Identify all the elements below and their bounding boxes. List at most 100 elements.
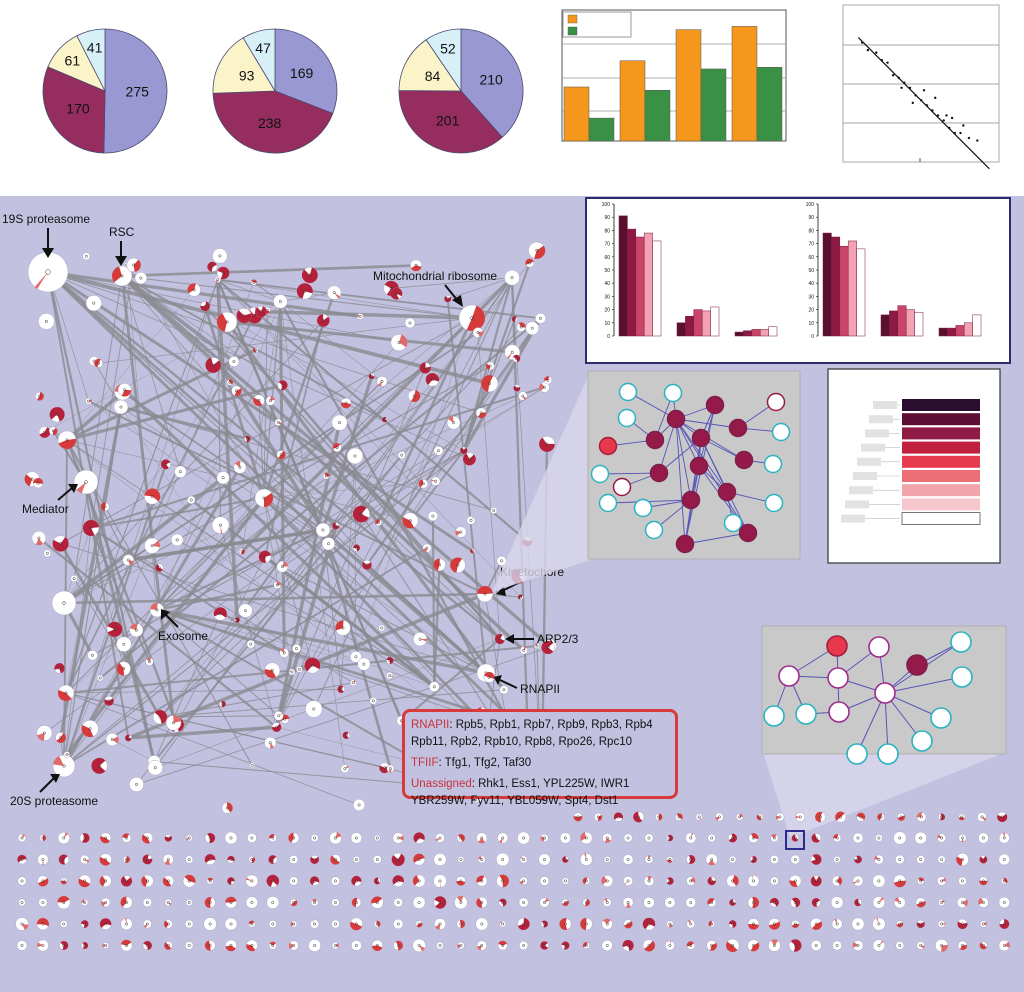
bar — [756, 67, 783, 142]
node-center — [637, 815, 641, 819]
node-wedge — [811, 898, 821, 907]
grouped-bar — [635, 236, 645, 337]
y-tick-label: 40 — [604, 281, 610, 287]
node-center — [308, 273, 312, 277]
node-center — [210, 265, 214, 269]
node-circle — [228, 356, 240, 367]
node-wedge — [434, 896, 447, 909]
arrowhead-arp23 — [505, 634, 514, 644]
node-wedge — [225, 896, 237, 903]
node-center — [519, 595, 523, 599]
node-wedge — [853, 881, 858, 885]
network-edge — [217, 279, 473, 319]
node-wedge — [669, 924, 674, 928]
node-circle — [43, 549, 52, 558]
network-edge — [263, 480, 436, 499]
y-tick-label: 0 — [811, 334, 814, 340]
scatter-point — [976, 139, 979, 142]
node-center — [334, 901, 337, 904]
network-edge — [264, 387, 545, 558]
node-circle — [643, 896, 655, 909]
node-wedge — [152, 540, 160, 548]
node-center — [492, 509, 496, 512]
info-unassigned-row2: YBR259W, Fyv11, YBL059W, Spt4, Dst1 — [411, 793, 669, 810]
node-center — [793, 858, 797, 861]
subnetwork-lower — [763, 631, 973, 765]
node-wedge — [37, 942, 43, 948]
node-circle — [147, 759, 163, 776]
node-center — [83, 858, 87, 861]
node-center — [271, 858, 275, 861]
pie-slice-label: 170 — [66, 101, 90, 117]
node-center — [250, 858, 254, 861]
node-circle — [433, 853, 447, 866]
node-wedge — [186, 838, 190, 841]
node-wedge — [959, 945, 967, 950]
scatter-point — [945, 114, 948, 117]
node-center — [334, 944, 337, 947]
network-edge — [159, 412, 482, 718]
node-center — [898, 944, 902, 947]
subnet-node — [795, 703, 817, 725]
node-wedge — [624, 920, 633, 929]
y-tick-label: 100 — [602, 202, 611, 208]
network-edge — [355, 317, 473, 657]
node-center — [225, 320, 229, 324]
node-center — [752, 858, 755, 861]
node-circle — [174, 465, 187, 478]
node-center — [38, 394, 42, 398]
node-center — [208, 858, 212, 861]
label-exosome: Exosome — [158, 629, 208, 643]
subnet-node — [728, 418, 748, 438]
node-center — [303, 289, 307, 293]
node-center — [139, 276, 143, 280]
node-center — [375, 901, 379, 904]
network-edge — [159, 715, 279, 718]
subnet-node — [950, 631, 972, 653]
grouped-bar — [734, 331, 744, 337]
grouped-bar — [743, 330, 753, 337]
node-center — [501, 901, 505, 904]
selected-node-highlight — [785, 830, 805, 850]
node-wedge — [644, 940, 655, 952]
node-center — [278, 300, 282, 303]
node-center — [208, 836, 212, 840]
node-wedge — [82, 942, 89, 949]
node-wedge — [37, 733, 45, 741]
node-center — [37, 536, 41, 540]
node-center — [731, 901, 735, 904]
node-center — [605, 836, 609, 840]
node-wedge — [833, 834, 839, 839]
arrowhead-kinetochore — [496, 586, 506, 596]
subnet-node — [906, 654, 928, 676]
node-center — [257, 398, 261, 402]
node-center — [122, 642, 126, 646]
node-circle — [246, 639, 256, 649]
node-center — [357, 803, 361, 807]
node-center — [980, 815, 984, 819]
node-circle — [266, 896, 280, 909]
node-wedge — [248, 920, 255, 924]
node-circle — [268, 920, 277, 928]
grouped-bar — [914, 311, 924, 337]
node-wedge — [36, 392, 44, 401]
node-wedge — [707, 859, 716, 866]
node-circle — [185, 899, 193, 906]
network-edge — [159, 682, 354, 718]
node-center — [856, 858, 860, 861]
node-center — [238, 465, 242, 469]
node-circle — [958, 876, 967, 886]
node-center — [1002, 901, 1006, 904]
subnet-node — [675, 534, 695, 554]
node-wedge — [481, 375, 494, 392]
node-wedge — [894, 897, 900, 903]
y-tick-label: 50 — [604, 268, 610, 274]
node-wedge — [419, 362, 431, 374]
node-center — [279, 453, 283, 457]
subnet-edge — [884, 676, 963, 694]
node-wedge — [351, 897, 358, 908]
subnet-node — [723, 513, 743, 533]
node-center — [51, 429, 55, 433]
node-center — [187, 836, 191, 840]
node-center — [362, 662, 366, 666]
